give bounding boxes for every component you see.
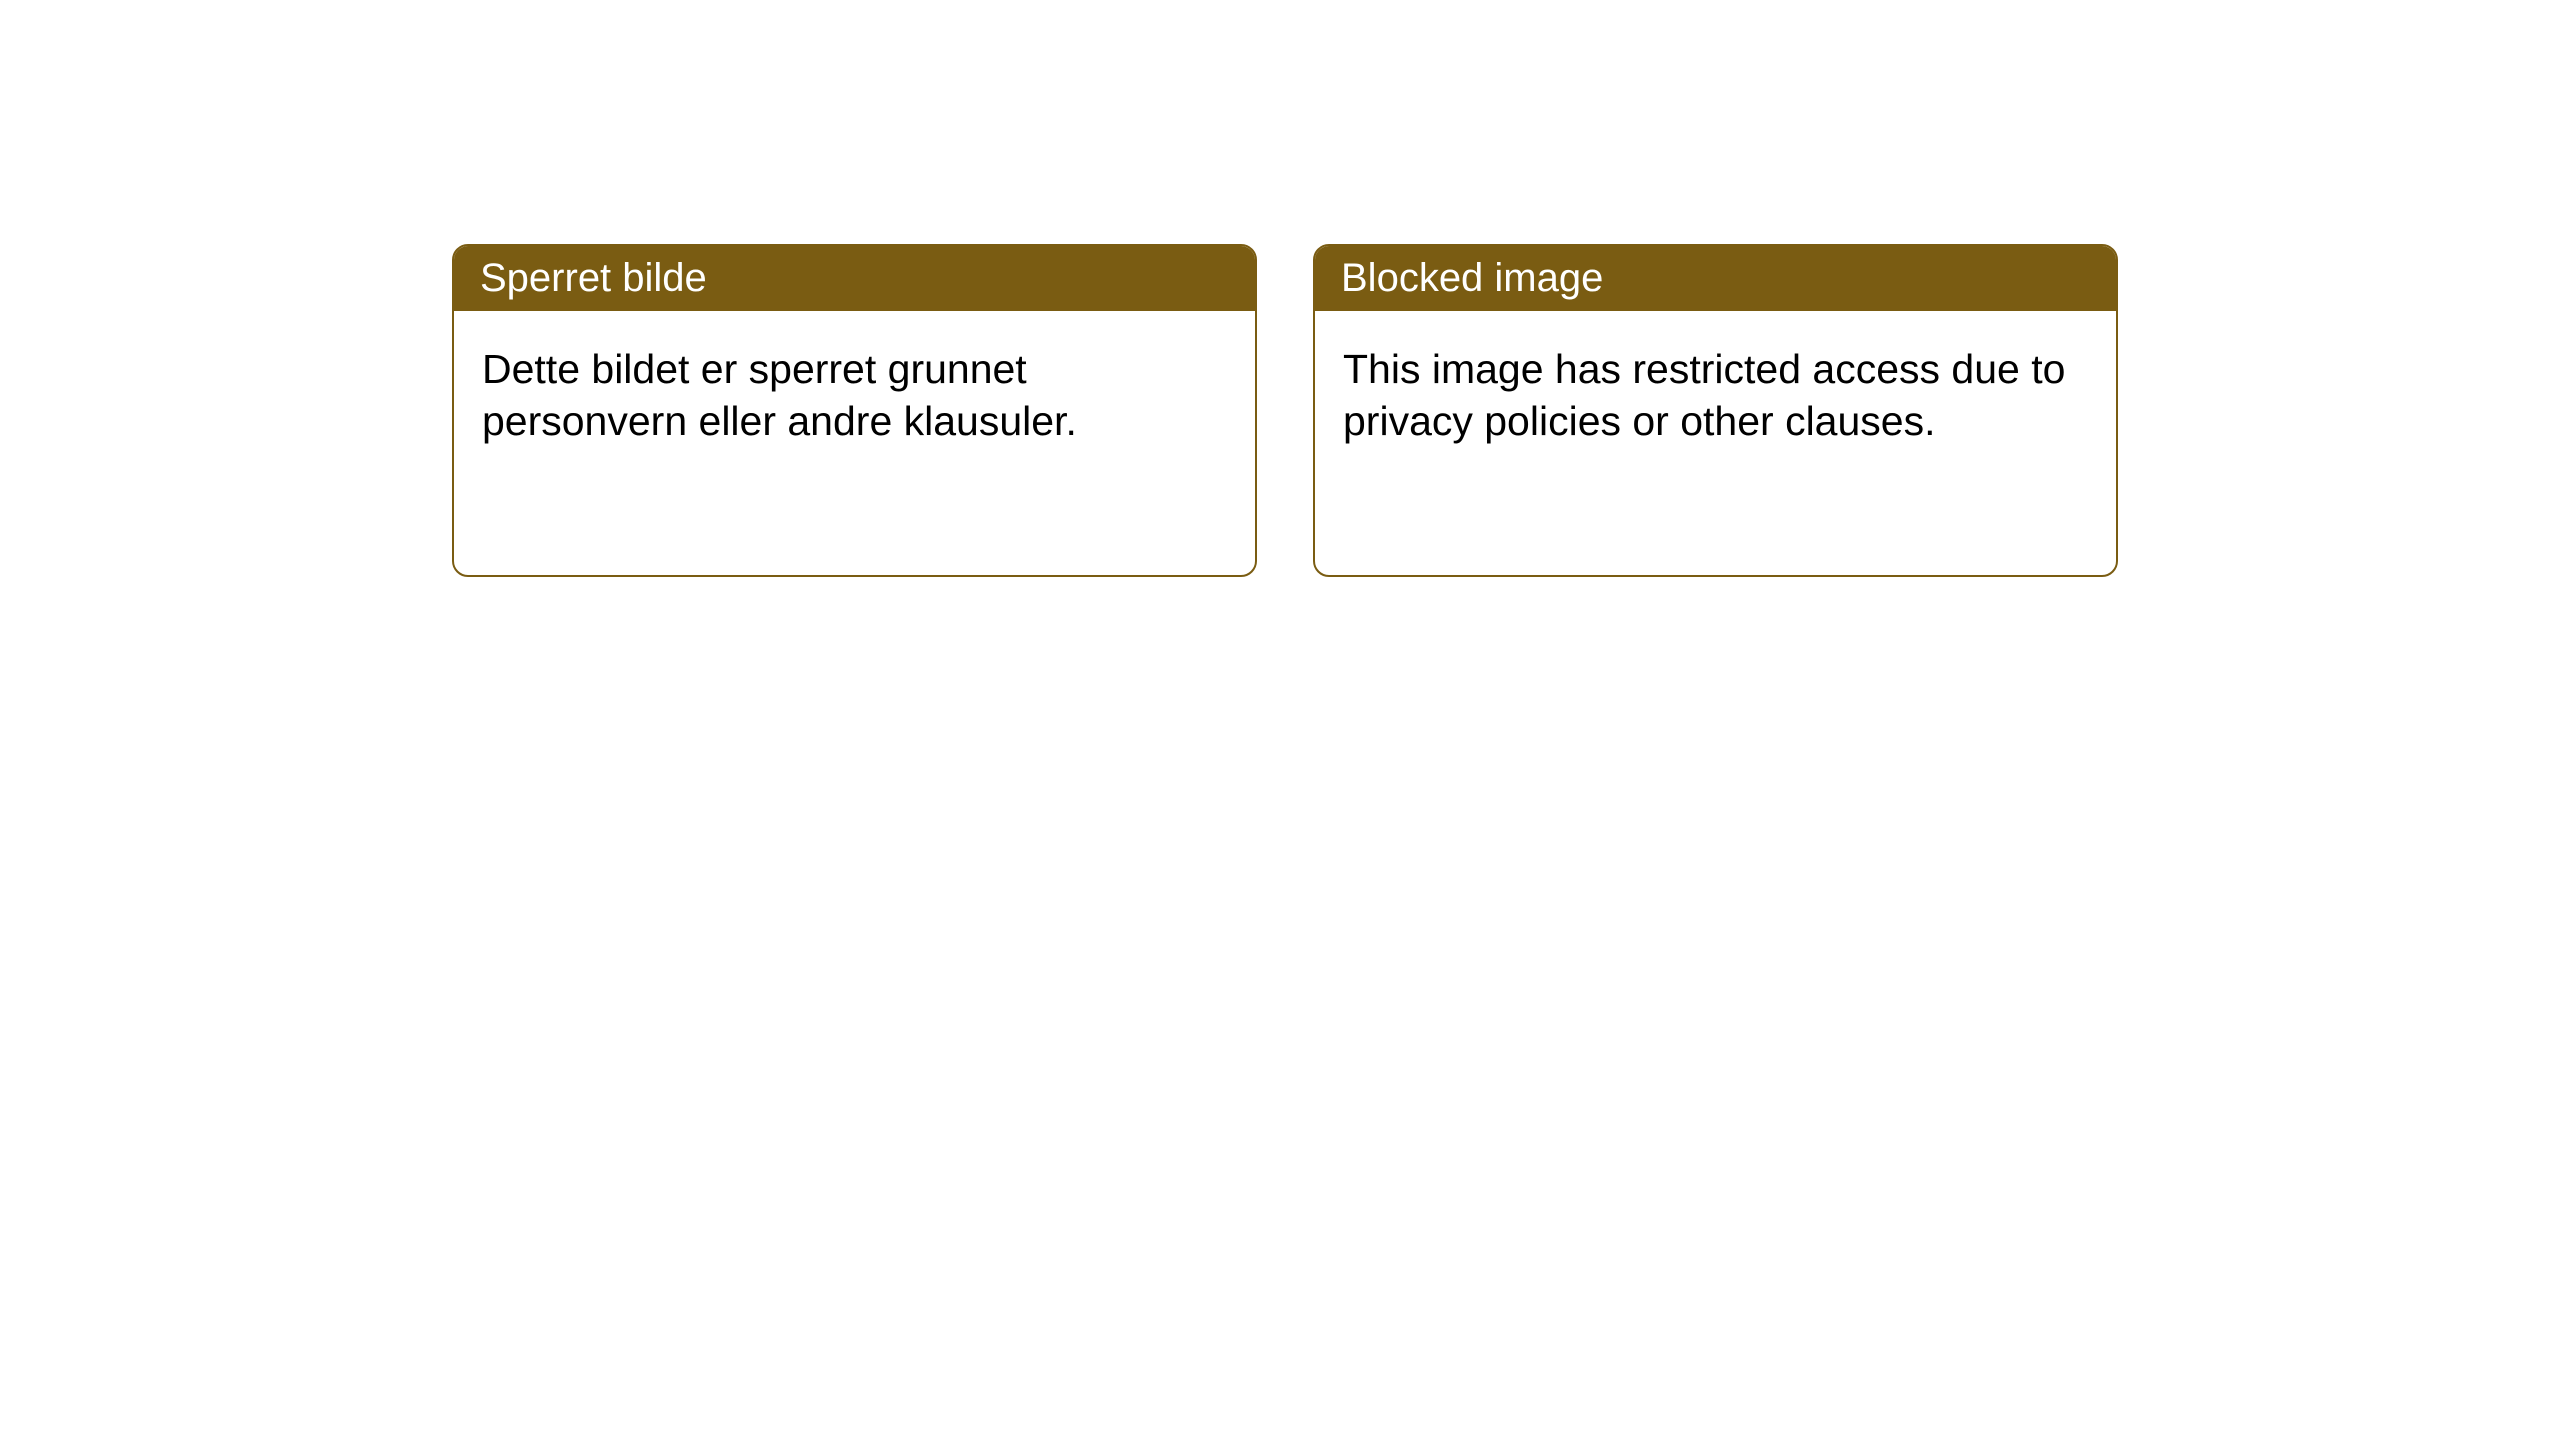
notice-title: Sperret bilde	[480, 256, 707, 300]
notice-body-text: This image has restricted access due to …	[1343, 346, 2065, 444]
notice-card-english: Blocked image This image has restricted …	[1313, 244, 2118, 577]
notice-container: Sperret bilde Dette bildet er sperret gr…	[452, 244, 2118, 577]
notice-body: Dette bildet er sperret grunnet personve…	[454, 311, 1255, 480]
notice-header: Blocked image	[1315, 246, 2116, 311]
notice-body: This image has restricted access due to …	[1315, 311, 2116, 480]
notice-title: Blocked image	[1341, 256, 1603, 300]
notice-card-norwegian: Sperret bilde Dette bildet er sperret gr…	[452, 244, 1257, 577]
notice-header: Sperret bilde	[454, 246, 1255, 311]
notice-body-text: Dette bildet er sperret grunnet personve…	[482, 346, 1077, 444]
